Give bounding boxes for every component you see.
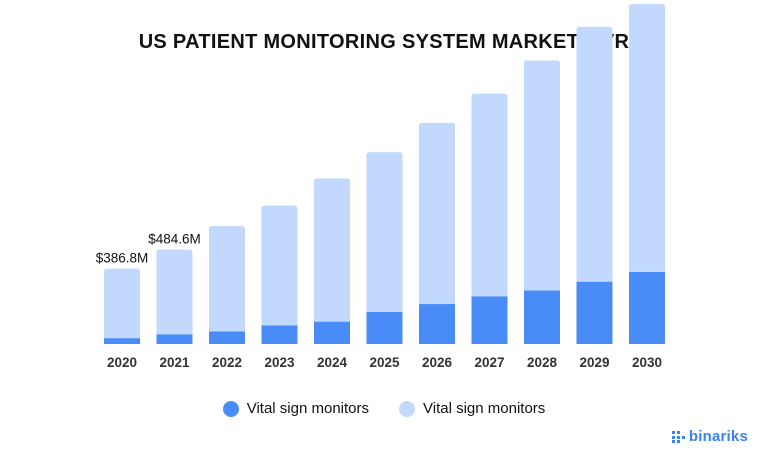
data-label-2020: $386.8M: [96, 251, 149, 266]
x-tick-label-2024: 2024: [317, 355, 348, 370]
legend-item-series-2: Vital sign monitors: [399, 400, 545, 417]
legend-swatch-dark-blue: [222, 400, 239, 417]
bar-2021-series-1: [156, 334, 193, 344]
bar-2030-series-1: [629, 271, 665, 344]
brand-logo: binariks: [671, 428, 748, 445]
data-label-2021: $484.6M: [148, 232, 201, 247]
x-tick-label-2030: 2030: [632, 355, 662, 370]
bar-2023-series-1: [261, 325, 298, 344]
x-tick-label-2027: 2027: [474, 355, 504, 370]
bar-2020-series-1: [104, 338, 140, 344]
bar-2020-series-2: [104, 268, 140, 339]
legend-swatch-light-blue: [399, 400, 415, 417]
legend-item-series-1: Vital sign monitors: [222, 400, 369, 417]
bar-2028-series-1: [524, 290, 560, 344]
x-tick-label-2022: 2022: [212, 355, 242, 370]
bar-2026-series-1: [419, 304, 455, 344]
x-tick-label-2029: 2029: [579, 355, 609, 370]
chart-legend: Vital sign monitors Vital sign monitors: [0, 400, 768, 417]
x-tick-label-2020: 2020: [107, 355, 137, 370]
x-tick-label-2026: 2026: [422, 355, 453, 370]
x-tick-label-2025: 2025: [369, 355, 400, 370]
bar-2027-series-2: [471, 93, 508, 297]
bar-2024-series-2: [314, 178, 350, 322]
bar-2025-series-2: [366, 152, 403, 312]
brand-name: binariks: [688, 428, 748, 445]
chart-title: US PATIENT MONITORING SYSTEM MARKET GVR: [138, 31, 630, 53]
x-tick-label-2021: 2021: [159, 355, 190, 370]
bar-2022-series-2: [209, 226, 245, 332]
x-tick-label-2028: 2028: [527, 355, 558, 370]
bar-2030-series-2: [629, 4, 665, 272]
legend-label-series-1: Vital sign monitors: [246, 400, 369, 417]
legend-label-series-2: Vital sign monitors: [423, 400, 546, 417]
x-tick-label-2023: 2023: [264, 355, 295, 370]
bar-2029-series-2: [576, 26, 613, 282]
bar-2027-series-1: [471, 296, 508, 344]
bar-2029-series-1: [576, 281, 613, 344]
bar-2022-series-1: [209, 331, 245, 344]
bar-2021-series-2: [156, 249, 193, 335]
bar-2025-series-1: [366, 311, 403, 344]
bar-2024-series-1: [314, 321, 350, 344]
binariks-logo-icon: [671, 430, 685, 443]
bar-2026-series-2: [419, 122, 455, 305]
bar-2028-series-2: [524, 60, 560, 291]
bar-2023-series-2: [261, 205, 298, 326]
